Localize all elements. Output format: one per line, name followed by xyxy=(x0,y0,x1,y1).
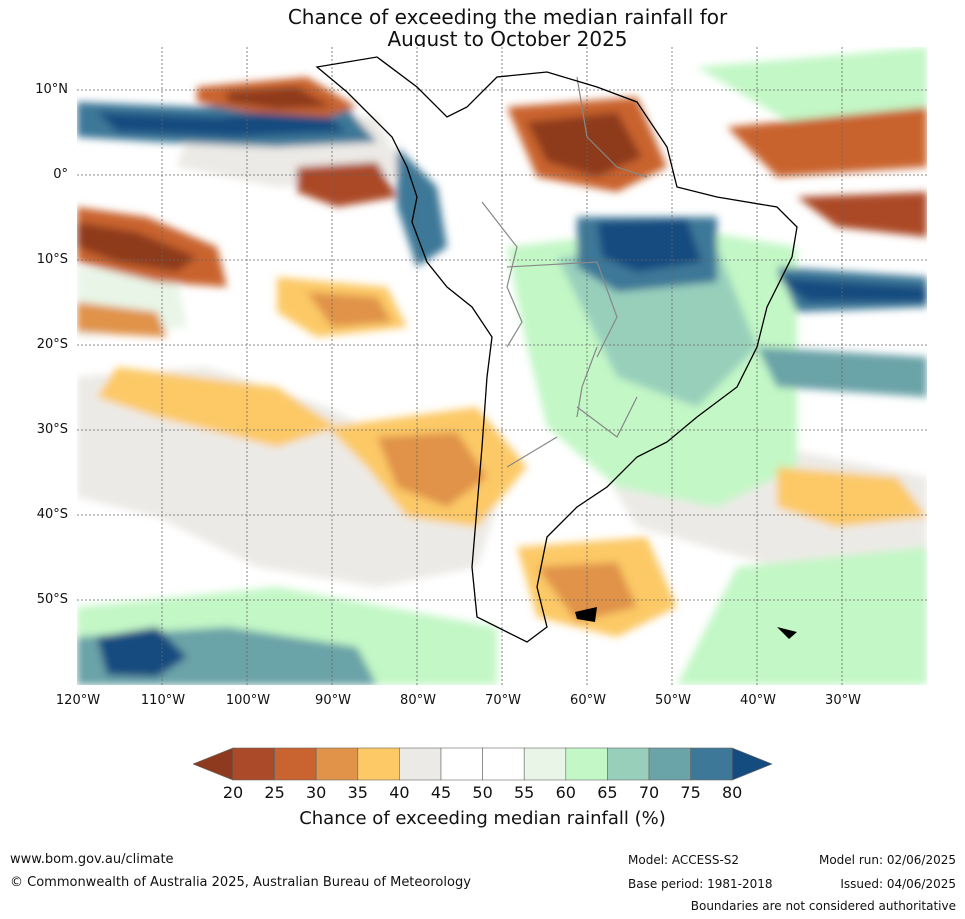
colorbar-tick-40: 40 xyxy=(389,783,410,802)
lat-label-10n: 10°N xyxy=(35,82,68,97)
footer-issued: Issued: 04/06/2025 xyxy=(840,877,956,891)
country-borders xyxy=(481,76,648,468)
lat-label-50s: 50°S xyxy=(36,592,68,607)
colorbar-tick-50: 50 xyxy=(472,783,493,802)
colorbar-max-arrow xyxy=(731,747,773,781)
footer-disclaimer: Boundaries are not considered authoritat… xyxy=(690,899,956,913)
lon-label-80w: 80°W xyxy=(400,693,436,708)
lon-label-110w: 110°W xyxy=(140,693,186,708)
lat-label-0: 0° xyxy=(53,167,68,182)
lon-label-50w: 50°W xyxy=(655,693,691,708)
map-title-line2: August to October 2025 xyxy=(387,27,628,51)
lon-label-100w: 100°W xyxy=(225,693,271,708)
lat-label-30s: 30°S xyxy=(36,422,68,437)
colorbar-min-arrow xyxy=(193,747,234,781)
lon-label-40w: 40°W xyxy=(740,693,776,708)
falkland-islands xyxy=(575,607,597,622)
colorbar-bin-75-80 xyxy=(690,747,733,781)
colorbar-tick-25: 25 xyxy=(264,783,285,802)
colorbar-tick-75: 75 xyxy=(680,783,701,802)
lon-label-120w: 120°W xyxy=(55,693,101,708)
lon-label-90w: 90°W xyxy=(315,693,351,708)
footer-model: Model: ACCESS-S2 xyxy=(628,853,740,867)
colorbar-bin-70-75 xyxy=(648,747,691,781)
lat-label-10s: 10°S xyxy=(36,252,68,267)
colorbar-tick-60: 60 xyxy=(555,783,576,802)
colorbar-title: Chance of exceeding median rainfall (%) xyxy=(299,808,666,829)
map-title-line1: Chance of exceeding the median rainfall … xyxy=(287,5,728,29)
colorbar xyxy=(193,747,773,781)
colorbar-bin-35-40 xyxy=(357,747,400,781)
south-america-coastline xyxy=(315,56,798,643)
colorbar-bin-40-45 xyxy=(399,747,442,781)
colorbar-bin-45-50 xyxy=(440,747,483,781)
colorbar-tick-20: 20 xyxy=(222,783,244,802)
rainfall-probability-map xyxy=(77,47,927,685)
footer-website: www.bom.gov.au/climate xyxy=(10,852,174,867)
south-georgia-island xyxy=(777,627,797,639)
colorbar-bin-65-70 xyxy=(607,747,650,781)
colorbar-bin-60-65 xyxy=(565,747,608,781)
colorbar-tick-70: 70 xyxy=(638,783,660,802)
lon-label-60w: 60°W xyxy=(570,693,606,708)
colorbar-bin-30-35 xyxy=(315,747,359,781)
colorbar-tick-45: 45 xyxy=(430,783,452,802)
lon-label-30w: 30°W xyxy=(825,693,861,708)
footer-copyright: © Commonwealth of Australia 2025, Austra… xyxy=(10,875,471,890)
colorbar-bin-55-60 xyxy=(523,747,567,781)
colorbar-bin-50-55 xyxy=(482,747,525,781)
lat-label-40s: 40°S xyxy=(36,507,68,522)
lat-label-20s: 20°S xyxy=(36,337,68,352)
lon-label-70w: 70°W xyxy=(485,693,521,708)
colorbar-bin-20-25 xyxy=(232,747,275,781)
colorbar-tick-65: 65 xyxy=(597,783,618,802)
graticule xyxy=(77,47,927,685)
footer-base-period: Base period: 1981-2018 xyxy=(628,877,773,891)
colorbar-tick-30: 30 xyxy=(306,783,327,802)
colorbar-tick-35: 35 xyxy=(347,783,368,802)
colorbar-tick-80: 80 xyxy=(722,783,743,802)
colorbar-tick-55: 55 xyxy=(514,783,535,802)
probability-fields xyxy=(77,47,927,685)
colorbar-bin-25-30 xyxy=(274,747,317,781)
footer-model-run: Model run: 02/06/2025 xyxy=(818,853,956,867)
